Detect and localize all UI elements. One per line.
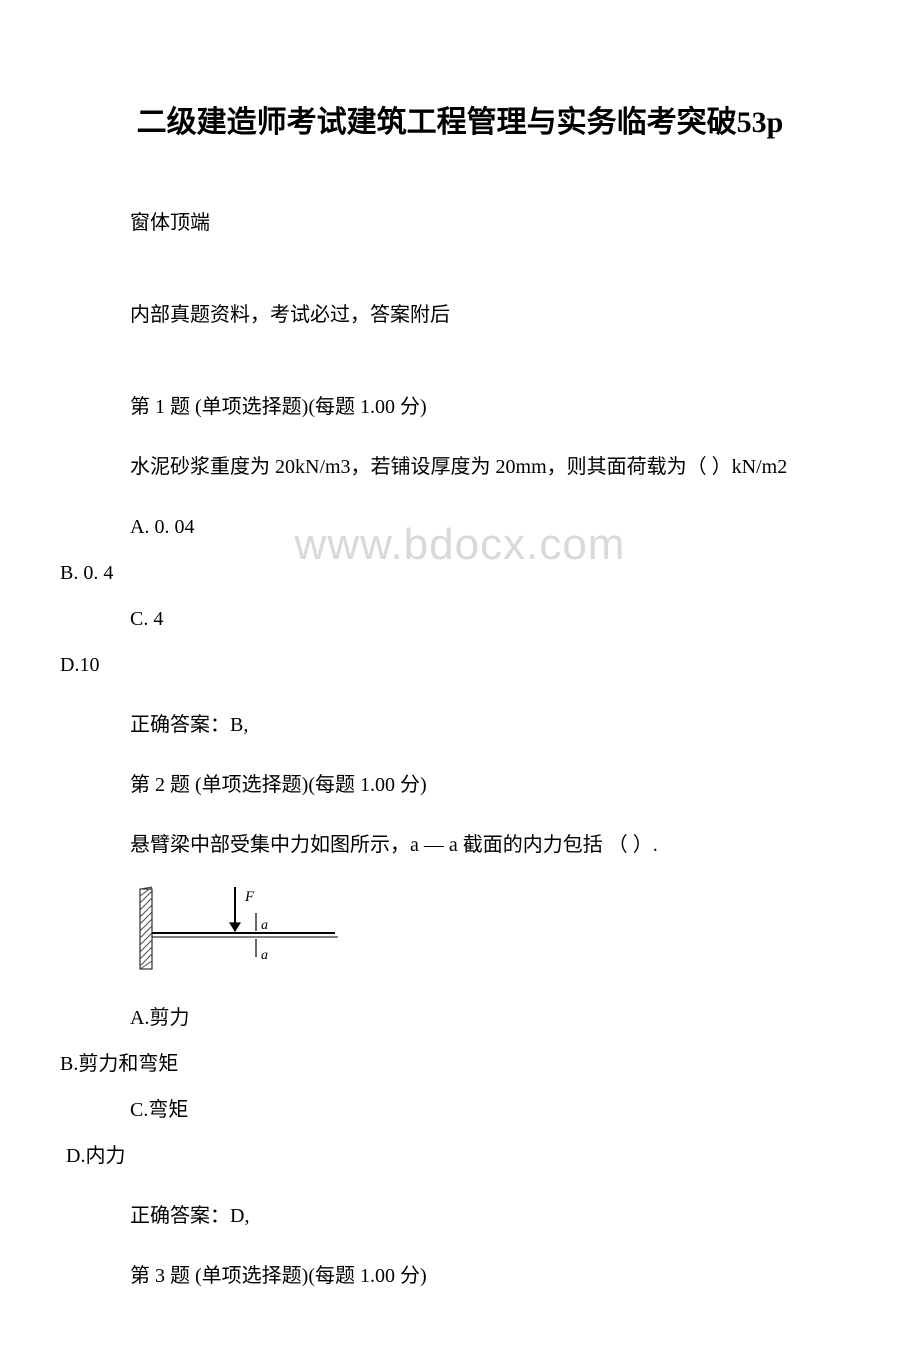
q2-body: 悬臂梁中部受集中力如图所示，a — a 截面的内力包括 （ ）. [60,827,860,863]
q3-header: 第 3 题 (单项选择题)(每题 1.00 分) [60,1258,860,1294]
q1-header: 第 1 题 (单项选择题)(每题 1.00 分) [60,389,860,425]
q1-option-b: B. 0. 4 [60,555,860,591]
q2-option-d: D.内力 [60,1138,860,1174]
q1-body: 水泥砂浆重度为 20kN/m3，若铺设厚度为 20mm，则其面荷载为（ ）kN/… [60,449,860,485]
svg-text:a: a [261,948,268,963]
q1-option-c: C. 4 [60,601,860,637]
document-content: 二级建造师考试建筑工程管理与实务临考突破53p 窗体顶端 内部真题资料，考试必过… [60,100,860,1294]
q2-option-c: C.弯矩 [60,1092,860,1128]
intro-text: 内部真题资料，考试必过，答案附后 [60,297,860,333]
q1-option-d: D.10 [60,647,860,683]
q1-option-a: A. 0. 04 [60,509,860,545]
q1-answer: 正确答案：B, [60,707,860,743]
q2-option-b: B.剪力和弯矩 [60,1046,860,1082]
q2-option-a: A.剪力 [60,1000,860,1036]
svg-text:a: a [261,918,268,933]
svg-text:F: F [244,889,255,905]
q2-diagram: Faa [130,873,860,988]
document-title: 二级建造师考试建筑工程管理与实务临考突破53p [60,100,860,145]
q2-header: 第 2 题 (单项选择题)(每题 1.00 分) [60,767,860,803]
window-top-text: 窗体顶端 [60,205,860,241]
q2-answer: 正确答案：D, [60,1198,860,1234]
cantilever-beam-svg: Faa [130,873,350,983]
